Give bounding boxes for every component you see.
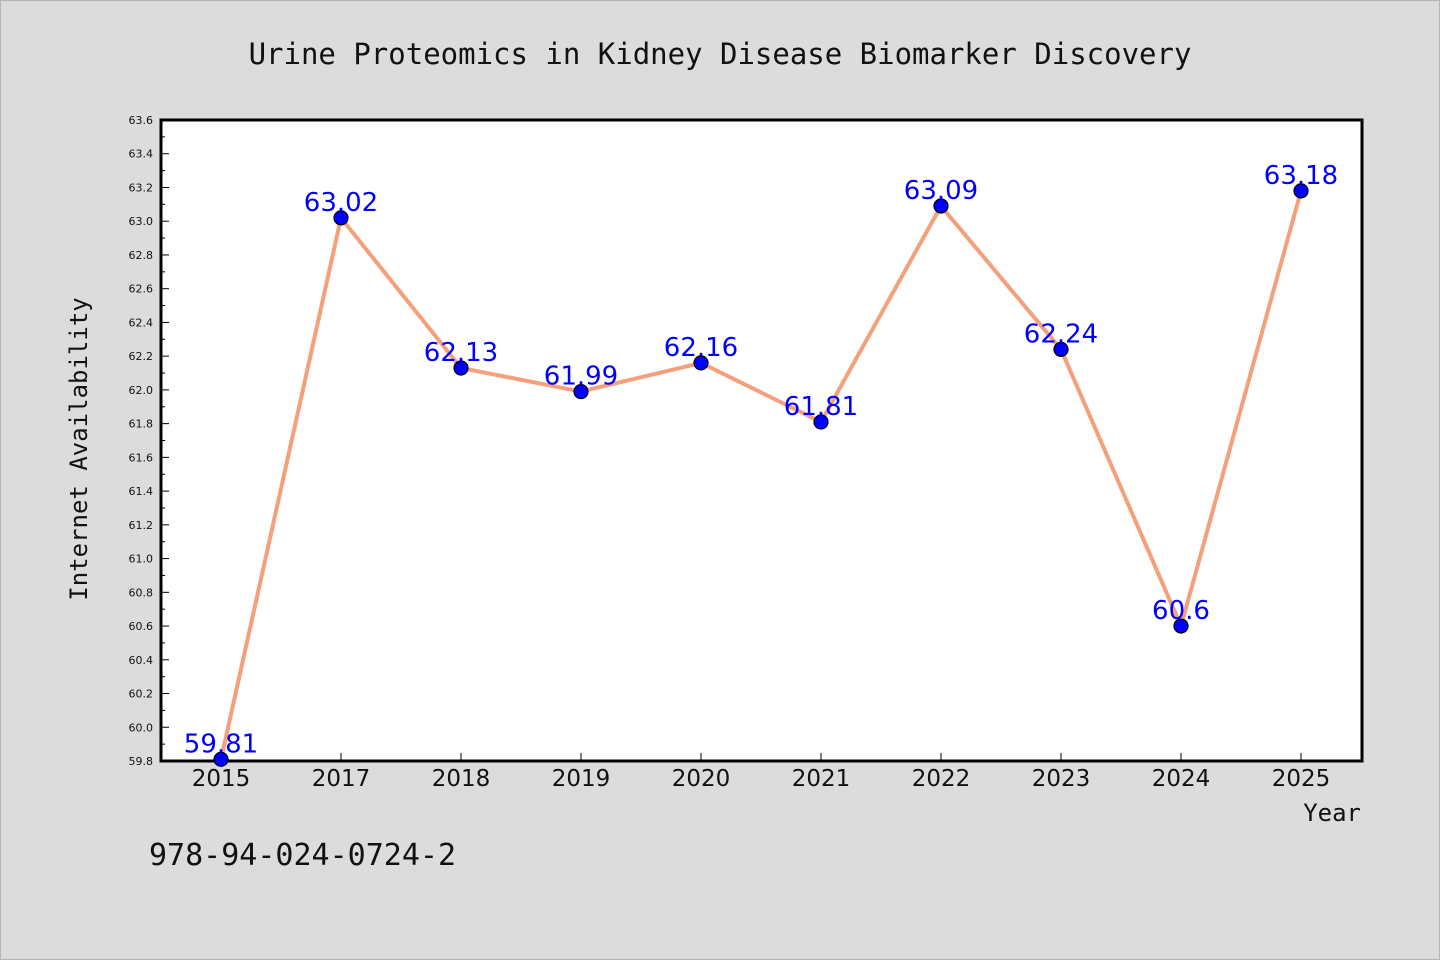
data-point: [213, 751, 229, 767]
chart-title: Urine Proteomics in Kidney Disease Bioma…: [249, 37, 1192, 71]
footer-code: 978-94-024-0724-2: [149, 838, 456, 873]
x-tick-label: 2024: [1152, 766, 1211, 792]
x-axis: 2015 2017 2018 2019 2020 2021 2022 2023 2024 2025: [192, 753, 1331, 792]
data-point: [573, 383, 589, 400]
data-point: [453, 360, 469, 376]
series-group: [213, 183, 1309, 767]
data-label: 63.02: [304, 188, 378, 218]
data-point: [693, 355, 709, 371]
y-tick-label: 60.6: [129, 620, 154, 633]
y-tick-label: 61.8: [129, 418, 154, 431]
y-tick-label: 63.0: [129, 215, 154, 228]
data-point: [333, 210, 349, 226]
y-tick-label: 63.6: [129, 114, 154, 127]
data-labels-group: 59.81 63.02 62.13 61.99 62.16 61.81 63.09 62.24…: [184, 161, 1338, 759]
y-tick-label: 59.8: [129, 755, 154, 768]
x-tick-label: 2025: [1272, 766, 1331, 792]
y-tick-label: 62.0: [129, 384, 154, 397]
y-axis-label: Internet Availability: [65, 297, 93, 600]
data-label: 63.18: [1264, 161, 1338, 191]
data-label: 60.6: [1152, 596, 1210, 626]
data-point: [1053, 341, 1069, 358]
data-point: [1293, 183, 1309, 199]
data-label: 59.81: [184, 729, 258, 759]
plot-area: [159, 118, 1364, 763]
data-label: 61.81: [784, 392, 858, 422]
y-axis: 59.8 60.0 60.2 60.4 60.6 60.8 61.0 61.2 61.4 61.6…: [129, 114, 169, 768]
y-tick-label: 62.8: [129, 249, 154, 262]
data-label: 62.24: [1024, 319, 1098, 349]
y-tick-label: 60.8: [129, 586, 154, 599]
x-tick-label: 2018: [432, 766, 491, 792]
data-label: 62.13: [424, 338, 498, 368]
x-tick-label: 2020: [672, 766, 731, 792]
data-point: [813, 414, 829, 430]
y-tick-label: 61.2: [129, 519, 154, 532]
y-tick-label: 61.0: [129, 553, 154, 566]
y-tick-label: 62.2: [129, 350, 154, 363]
x-tick-label: 2023: [1032, 766, 1091, 792]
data-point: [933, 198, 949, 214]
x-tick-label: 2019: [552, 766, 611, 792]
y-tick-label: 63.4: [129, 148, 154, 161]
x-axis-label: Year: [1303, 799, 1361, 827]
y-tick-label: 60.4: [129, 654, 154, 667]
y-tick-label: 62.6: [129, 283, 154, 296]
data-label: 63.09: [904, 176, 978, 206]
data-label: 61.99: [544, 362, 618, 392]
series-line: [219, 190, 1303, 760]
data-label: 62.16: [664, 333, 738, 363]
y-tick-label: 62.4: [129, 316, 154, 329]
y-tick-label: 60.0: [129, 721, 154, 734]
x-tick-label: 2017: [312, 766, 371, 792]
y-tick-label: 61.6: [129, 451, 154, 464]
x-tick-label: 2022: [912, 766, 971, 792]
x-tick-label: 2015: [192, 766, 251, 792]
x-tick-label: 2021: [792, 766, 851, 792]
y-tick-label: 63.2: [129, 181, 154, 194]
data-point: [1173, 618, 1189, 634]
y-tick-label: 60.2: [129, 688, 154, 701]
y-tick-label: 61.4: [129, 485, 154, 498]
